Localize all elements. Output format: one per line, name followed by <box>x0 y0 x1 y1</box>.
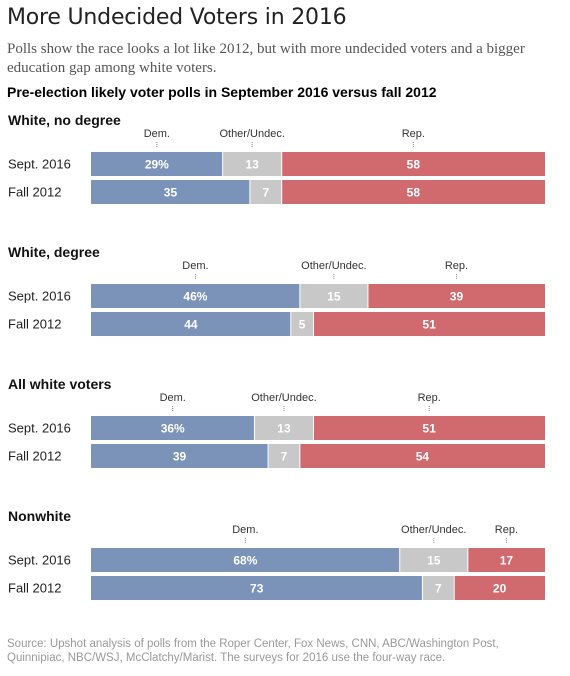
legend-label-rep: Rep. <box>495 524 518 536</box>
legend-label-other: Other/Undec. <box>219 128 284 140</box>
data-label-dem: 39 <box>173 450 187 464</box>
page-subtitle: Polls show the race looks a lot like 201… <box>7 41 525 76</box>
row-label: Sept. 2016 <box>8 421 71 436</box>
bar-other <box>290 312 314 336</box>
data-label-other: 5 <box>299 318 306 332</box>
legend-label-other: Other/Undec. <box>401 524 466 536</box>
legend-label-dem: Dem. <box>182 260 208 272</box>
panel-title: White, degree <box>8 244 100 260</box>
row-label: Sept. 2016 <box>8 289 71 304</box>
row-label: Fall 2012 <box>8 317 61 332</box>
bar-other <box>254 416 314 440</box>
data-label-rep: 54 <box>416 450 430 464</box>
bar-dem <box>91 416 255 440</box>
bar-rep <box>367 284 545 308</box>
data-label-other: 7 <box>281 450 288 464</box>
bar-other <box>249 180 282 204</box>
bar-other <box>222 152 282 176</box>
data-label-other: 7 <box>262 186 269 200</box>
data-label-dem: 35 <box>164 186 178 200</box>
data-label-other: 15 <box>327 290 341 304</box>
bar-dem <box>91 576 423 600</box>
panel-title: Nonwhite <box>8 508 71 524</box>
data-label-rep: 51 <box>423 318 437 332</box>
legend-label-dem: Dem. <box>232 524 258 536</box>
data-label-other: 13 <box>277 422 291 436</box>
legend-label-dem: Dem. <box>160 392 186 404</box>
data-label-other: 7 <box>435 582 442 596</box>
bar-rep <box>281 152 545 176</box>
bar-dem <box>91 312 291 336</box>
panel-title: White, no degree <box>8 112 121 128</box>
data-label-rep: 17 <box>500 554 514 568</box>
row-label: Fall 2012 <box>8 449 61 464</box>
row-label: Fall 2012 <box>8 185 61 200</box>
page-title: More Undecided Voters in 2016 <box>7 5 347 30</box>
data-label-rep: 58 <box>407 186 421 200</box>
legend-label-rep: Rep. <box>418 392 441 404</box>
data-label-rep: 51 <box>423 422 437 436</box>
row-label: Sept. 2016 <box>8 157 71 172</box>
bar-dem <box>91 284 300 308</box>
bar-other <box>399 548 468 572</box>
data-label-dem: 44 <box>184 318 198 332</box>
panel-title: All white voters <box>8 376 112 392</box>
legend-label-other: Other/Undec. <box>251 392 316 404</box>
data-label-rep: 20 <box>493 582 507 596</box>
data-label-rep: 58 <box>407 158 421 172</box>
source-note: Source: Upshot analysis of polls from th… <box>7 638 499 664</box>
bar-dem <box>91 152 223 176</box>
data-label-dem: 36% <box>161 422 185 436</box>
bar-other <box>268 444 300 468</box>
bar-rep <box>299 444 545 468</box>
legend-label-other: Other/Undec. <box>301 260 366 272</box>
bar-rep <box>281 180 545 204</box>
bar-other <box>422 576 455 600</box>
data-label-dem: 29% <box>145 158 169 172</box>
bar-dem <box>91 548 400 572</box>
legend-label-rep: Rep. <box>402 128 425 140</box>
data-label-rep: 39 <box>450 290 464 304</box>
data-label-other: 13 <box>245 158 259 172</box>
chart-heading: Pre-election likely voter polls in Septe… <box>7 84 437 100</box>
row-label: Sept. 2016 <box>8 553 71 568</box>
legend-label-dem: Dem. <box>144 128 170 140</box>
data-label-other: 15 <box>427 554 441 568</box>
bar-rep <box>313 312 545 336</box>
bar-dem <box>91 444 269 468</box>
bar-dem <box>91 180 250 204</box>
row-label: Fall 2012 <box>8 581 61 596</box>
legend-label-rep: Rep. <box>445 260 468 272</box>
bar-other <box>299 284 368 308</box>
bar-rep <box>454 576 545 600</box>
data-label-dem: 46% <box>183 290 207 304</box>
data-label-dem: 73 <box>250 582 264 596</box>
bar-rep <box>313 416 545 440</box>
data-label-dem: 68% <box>233 554 257 568</box>
bar-rep <box>467 548 545 572</box>
